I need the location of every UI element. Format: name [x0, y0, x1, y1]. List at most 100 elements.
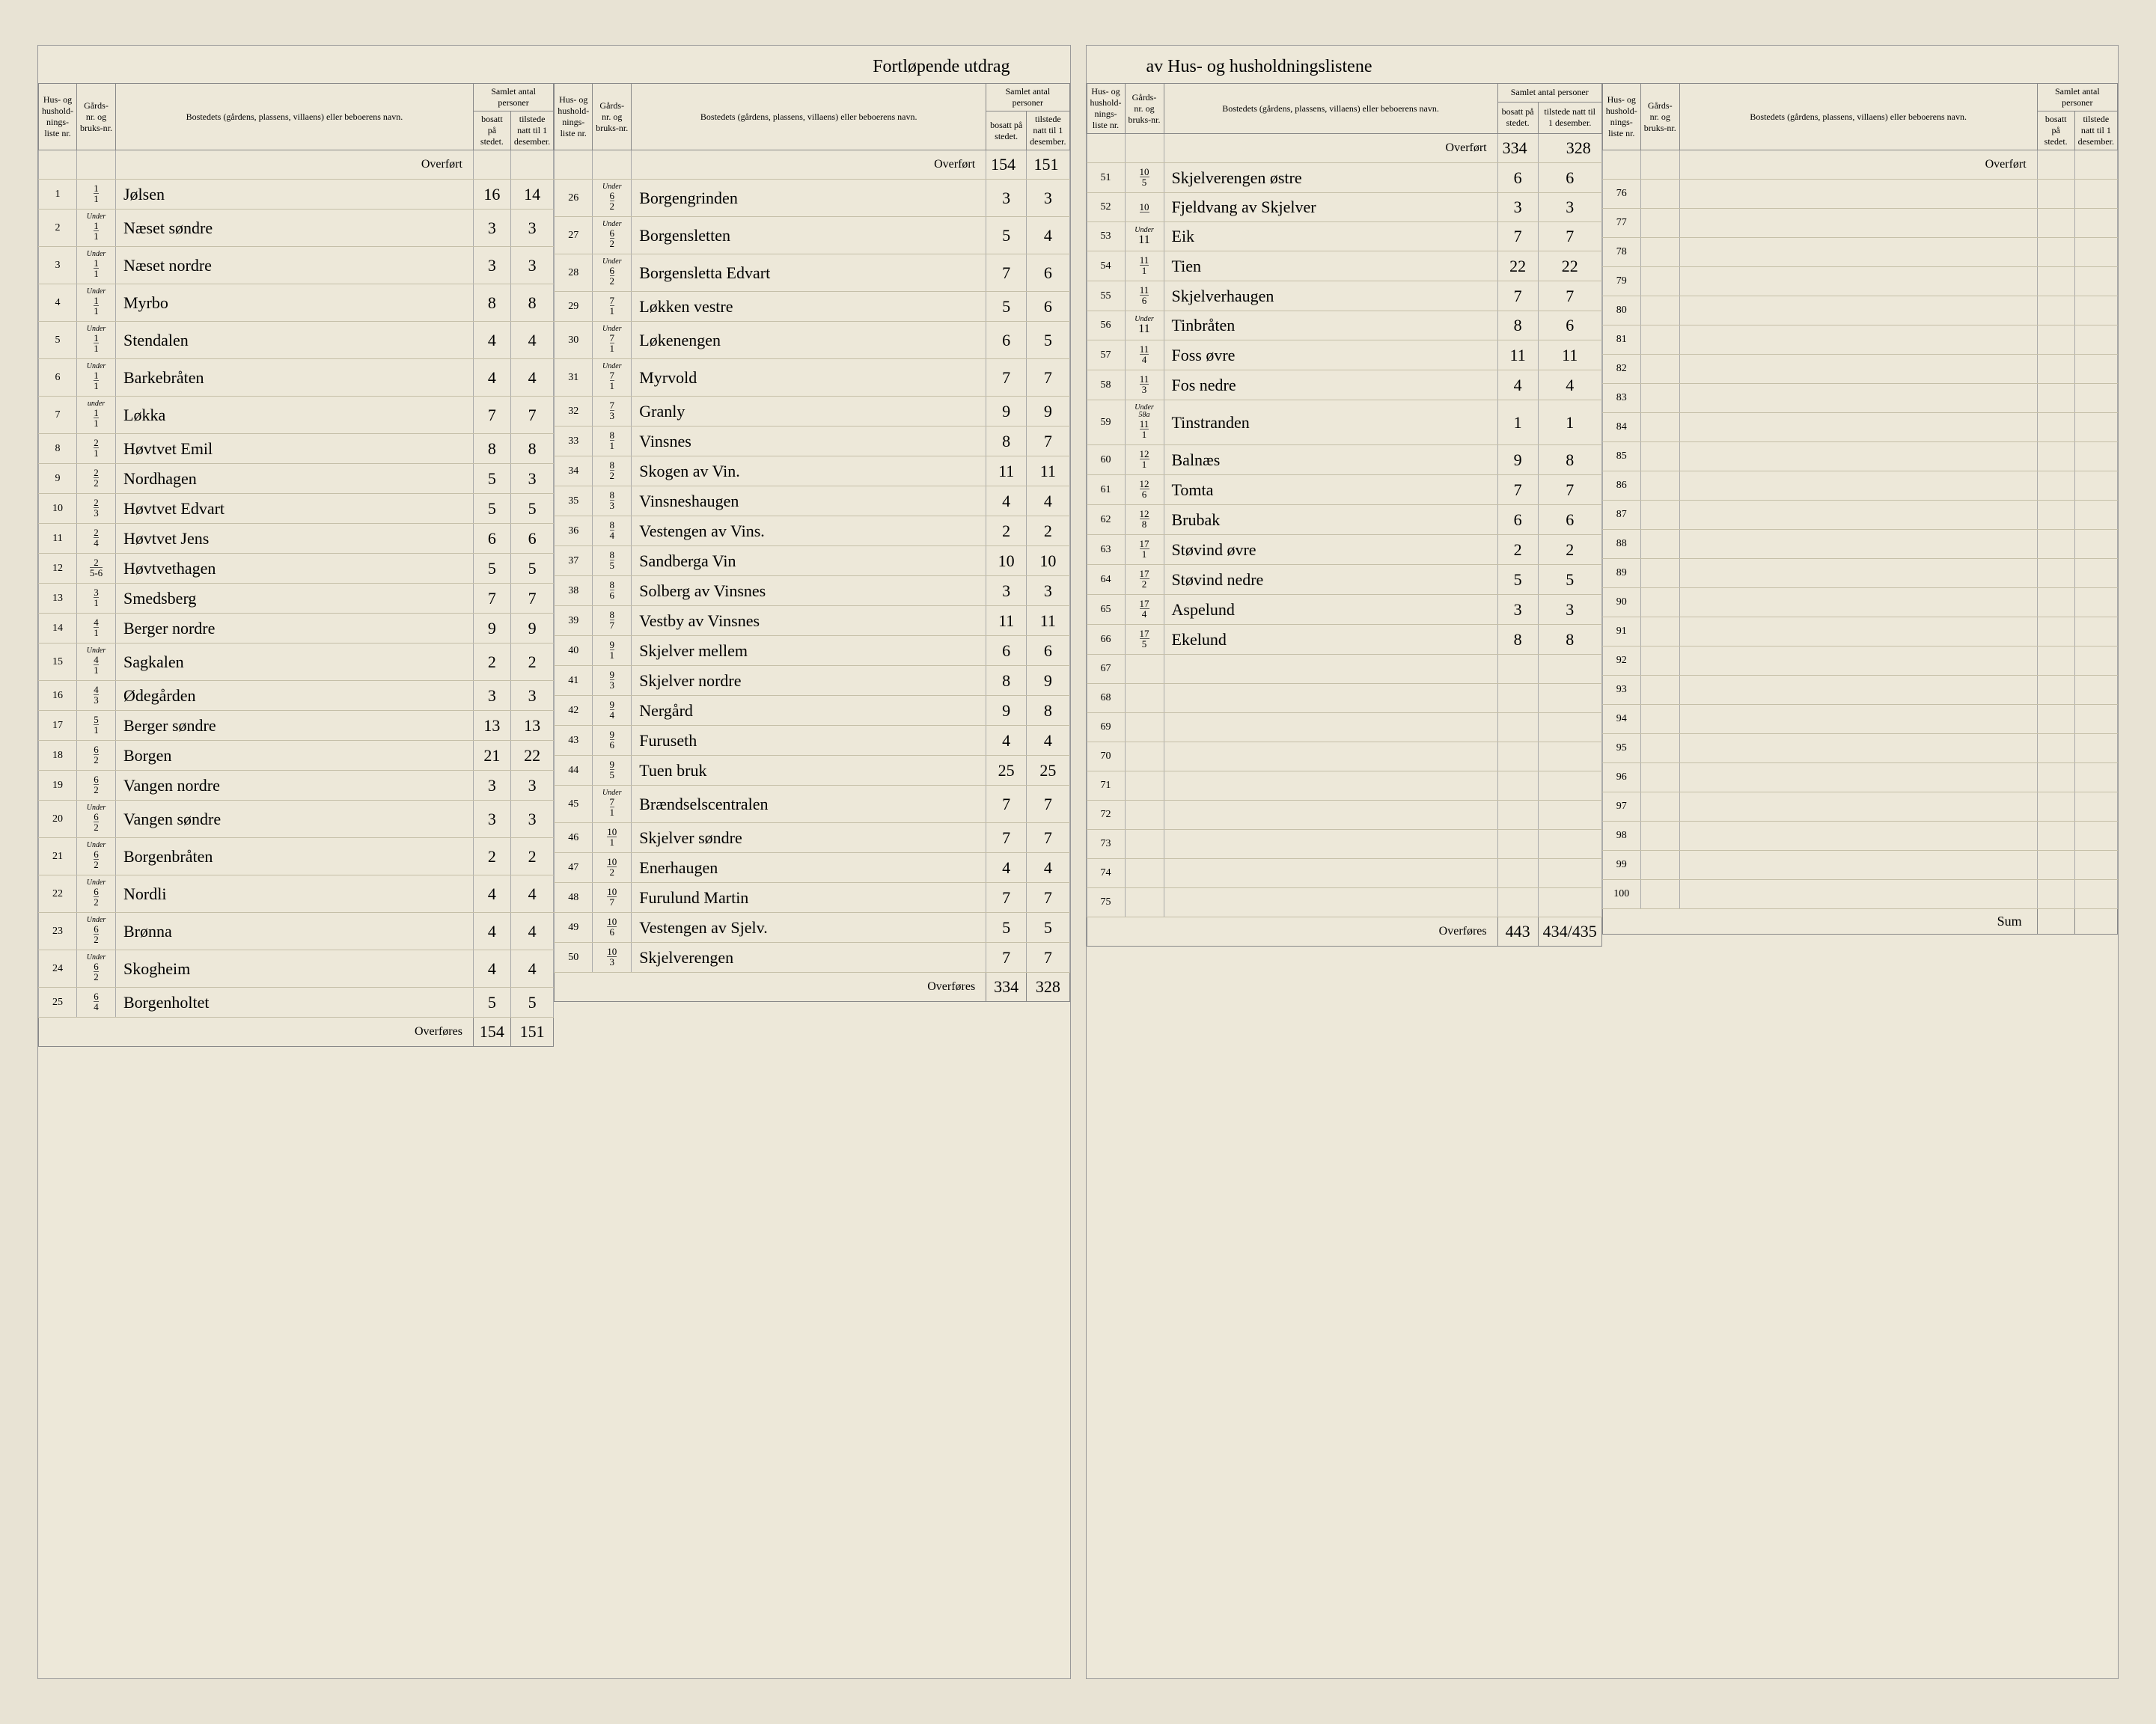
row-number: 100 — [1602, 880, 1640, 909]
table-row: 67 — [1087, 655, 1601, 684]
row-number: 19 — [39, 771, 77, 801]
bostedet-name: Jølsen — [116, 180, 474, 210]
row-number: 39 — [555, 606, 593, 636]
tilstede-value — [2074, 238, 2117, 267]
bostedet-name: Vestby av Vinsnes — [632, 606, 986, 636]
gard-nr — [1640, 238, 1679, 267]
bosatt-value: 25 — [986, 756, 1027, 786]
gard-nr — [1640, 763, 1679, 792]
gard-nr — [1125, 801, 1164, 830]
tilstede-value — [2074, 296, 2117, 325]
tilstede-value: 8 — [1538, 445, 1601, 475]
tilstede-value: 3 — [510, 247, 553, 284]
bostedet-name: Brændselscentralen — [632, 786, 986, 823]
gard-nr: Under62 — [77, 875, 116, 913]
overfort-bosatt — [473, 150, 510, 180]
bostedet-name: Tuen bruk — [632, 756, 986, 786]
row-number: 55 — [1087, 281, 1125, 311]
tilstede-value — [2074, 880, 2117, 909]
bostedet-name — [1679, 413, 2037, 442]
tilstede-value: 7 — [1027, 786, 1069, 823]
table-row: 1643Ødegården33 — [39, 681, 554, 711]
bostedet-name: Eik — [1164, 222, 1497, 251]
bostedet-name — [1679, 559, 2037, 588]
table-row: 3Under11Næset nordre33 — [39, 247, 554, 284]
tilstede-value: 2 — [1027, 516, 1069, 546]
table-row: 4Under11Myrbo88 — [39, 284, 554, 322]
tilstede-value — [1538, 713, 1601, 742]
row-number: 31 — [555, 359, 593, 397]
bostedet-name — [1679, 384, 2037, 413]
header-gard: Gårds-nr. og bruks-nr. — [77, 84, 116, 150]
bostedet-name — [1164, 888, 1497, 917]
gard-nr: 84 — [593, 516, 632, 546]
bostedet-name: Berger søndre — [116, 711, 474, 741]
bosatt-value: 4 — [986, 726, 1027, 756]
row-number: 8 — [39, 434, 77, 464]
bostedet-name: Enerhaugen — [632, 853, 986, 883]
table-row: 64172Støvind nedre55 — [1087, 565, 1601, 595]
gard-nr — [1640, 442, 1679, 471]
tilstede-value — [1538, 830, 1601, 859]
row-number: 67 — [1087, 655, 1125, 684]
tilstede-value — [2074, 705, 2117, 734]
tilstede-value — [1538, 771, 1601, 801]
bosatt-value — [2037, 325, 2074, 355]
tilstede-value — [2074, 617, 2117, 646]
bostedet-name: Høvtvet Jens — [116, 524, 474, 554]
row-number: 62 — [1087, 505, 1125, 535]
overfort-tilstede: 151 — [1027, 150, 1069, 180]
table-row: 82 — [1602, 355, 2117, 384]
table-row: 78 — [1602, 238, 2117, 267]
bosatt-value: 4 — [986, 486, 1027, 516]
row-number: 89 — [1602, 559, 1640, 588]
row-number: 32 — [555, 397, 593, 427]
row-number: 51 — [1087, 163, 1125, 193]
gard-nr — [1640, 325, 1679, 355]
gard-nr: 128 — [1125, 505, 1164, 535]
row-number: 71 — [1087, 771, 1125, 801]
gard-nr: 71 — [593, 292, 632, 322]
table-row: 1862Borgen2122 — [39, 741, 554, 771]
tilstede-value — [2074, 413, 2117, 442]
bosatt-value: 6 — [1497, 505, 1538, 535]
tilstede-value: 7 — [1538, 222, 1601, 251]
row-number: 74 — [1087, 859, 1125, 888]
table-row: 56Under11Tinbråten86 — [1087, 311, 1601, 340]
table-row: 922Nordhagen53 — [39, 464, 554, 494]
bosatt-value — [2037, 792, 2074, 822]
row-number: 64 — [1087, 565, 1125, 595]
row-number: 9 — [39, 464, 77, 494]
gard-nr: Under62 — [593, 217, 632, 254]
bosatt-value: 7 — [473, 584, 510, 614]
tilstede-value: 1 — [1538, 400, 1601, 445]
row-number: 13 — [39, 584, 77, 614]
table-row: 62128Brubak66 — [1087, 505, 1601, 535]
bosatt-value — [1497, 830, 1538, 859]
bostedet-name — [1679, 822, 2037, 851]
gard-nr: 96 — [593, 726, 632, 756]
tilstede-value — [2074, 822, 2117, 851]
bosatt-value — [2037, 180, 2074, 209]
row-number: 33 — [555, 427, 593, 456]
table-row: 26Under62Borgengrinden33 — [555, 180, 1069, 217]
tilstede-value — [1538, 859, 1601, 888]
table-row: 72 — [1087, 801, 1601, 830]
table-row: 4495Tuen bruk2525 — [555, 756, 1069, 786]
bosatt-value — [2037, 442, 2074, 471]
row-number: 72 — [1087, 801, 1125, 830]
row-number: 2 — [39, 210, 77, 247]
bosatt-value: 7 — [473, 397, 510, 434]
table-row: 87 — [1602, 501, 2117, 530]
bosatt-value: 3 — [1497, 193, 1538, 222]
gard-nr — [1640, 559, 1679, 588]
ledger-column-0: Hus- og hushold-nings-liste nr.Gårds-nr.… — [38, 83, 554, 1047]
bosatt-value: 11 — [986, 606, 1027, 636]
bosatt-value: 3 — [1497, 595, 1538, 625]
table-row: 88 — [1602, 530, 2117, 559]
bosatt-value: 7 — [986, 359, 1027, 397]
table-row: 15Under41Sagkalen22 — [39, 644, 554, 681]
table-row: 4091Skjelver mellem66 — [555, 636, 1069, 666]
bosatt-value: 3 — [473, 771, 510, 801]
bosatt-value: 3 — [473, 681, 510, 711]
